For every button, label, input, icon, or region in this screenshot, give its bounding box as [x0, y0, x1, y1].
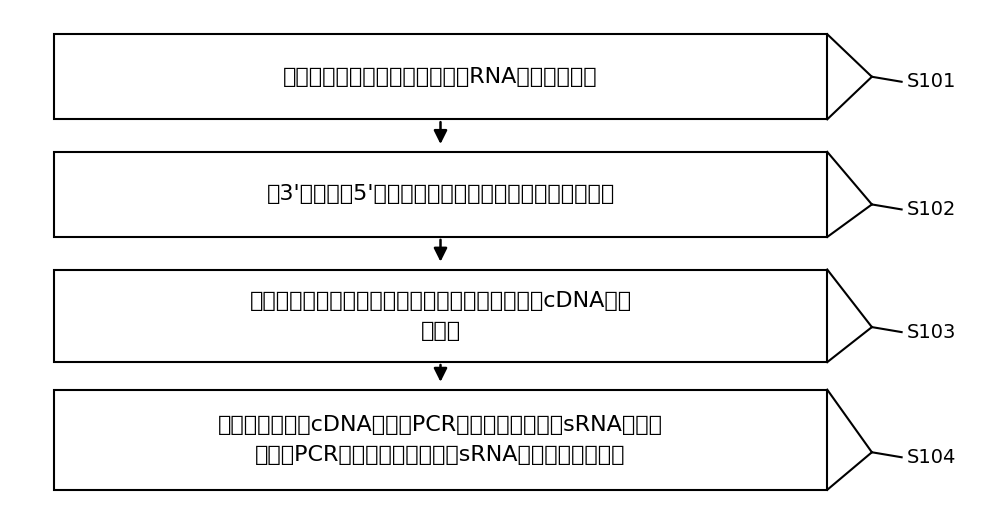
Text: S103: S103 [907, 323, 956, 342]
FancyBboxPatch shape [54, 152, 827, 237]
Text: 对3'端接头和5'端接头进行预处理，并依次连接和纯化；: 对3'端接头和5'端接头进行预处理，并依次连接和纯化； [266, 184, 615, 205]
Text: S102: S102 [907, 200, 956, 219]
Text: 对获取的样本进行预处理，进行RNA的提取制备；: 对获取的样本进行预处理，进行RNA的提取制备； [283, 67, 598, 87]
Text: 对纯化后的所述cDNA链进行PCR富集反应，并利用sRNA文库对
得到的PCR产物进行分选，得到sRNA高通量测序文库。: 对纯化后的所述cDNA链进行PCR富集反应，并利用sRNA文库对 得到的PCR产… [218, 415, 663, 465]
FancyBboxPatch shape [54, 270, 827, 362]
FancyBboxPatch shape [54, 34, 827, 119]
Text: S104: S104 [907, 448, 956, 467]
FancyBboxPatch shape [54, 390, 827, 490]
Text: 对纯化后的连接产物进行逆转录反应，得到对应的cDNA链并
纯化；: 对纯化后的连接产物进行逆转录反应，得到对应的cDNA链并 纯化； [249, 291, 632, 341]
Text: S101: S101 [907, 72, 956, 91]
